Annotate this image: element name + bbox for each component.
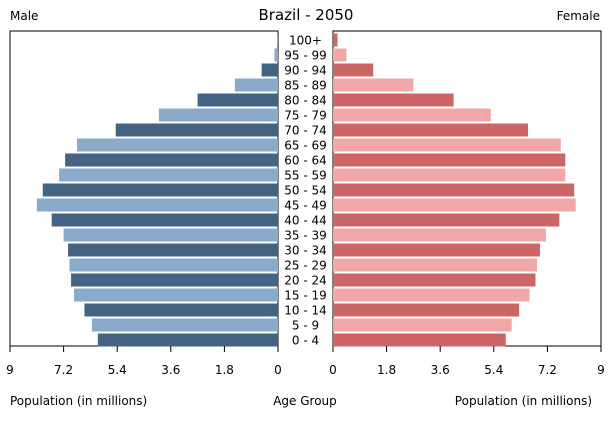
female-bar bbox=[333, 153, 566, 167]
female-x-tick-label: 9 bbox=[597, 363, 605, 377]
x-axis-label-male: Population (in millions) bbox=[10, 394, 147, 408]
female-bar bbox=[333, 138, 561, 152]
female-bar bbox=[333, 213, 560, 227]
male-x-tick-label: 0 bbox=[274, 363, 282, 377]
male-bar bbox=[274, 48, 278, 62]
female-bar bbox=[333, 63, 374, 77]
age-group-label: 95 - 99 bbox=[284, 49, 327, 63]
x-axes: 0 0 1.8 1.8 3.6 3.6 5.4 5.4 7.2 7.2 9 9 bbox=[6, 346, 605, 377]
age-group-label: 30 - 34 bbox=[284, 244, 327, 258]
male-bar bbox=[261, 63, 278, 77]
male-bar bbox=[97, 333, 278, 347]
chart-title: Brazil - 2050 bbox=[259, 6, 354, 24]
age-group-label: 20 - 24 bbox=[284, 274, 327, 288]
age-group-label: 70 - 74 bbox=[284, 124, 327, 138]
male-bar bbox=[115, 123, 278, 137]
male-bars bbox=[36, 33, 279, 347]
male-bar bbox=[42, 183, 278, 197]
female-bar bbox=[333, 93, 454, 107]
female-bar bbox=[333, 258, 537, 272]
age-group-label: 50 - 54 bbox=[284, 184, 327, 198]
male-x-tick-label: 7.2 bbox=[54, 363, 73, 377]
female-bar bbox=[333, 243, 540, 257]
male-x-tick-label: 5.4 bbox=[108, 363, 127, 377]
female-bar bbox=[333, 123, 529, 137]
female-bar bbox=[333, 288, 530, 302]
male-bar bbox=[69, 258, 278, 272]
female-bar bbox=[333, 333, 506, 347]
male-bar bbox=[77, 138, 278, 152]
male-x-tick-label: 1.8 bbox=[215, 363, 234, 377]
age-group-label: 40 - 44 bbox=[284, 214, 327, 228]
male-bar bbox=[234, 78, 278, 92]
age-group-label: 100+ bbox=[289, 34, 322, 48]
female-bars bbox=[333, 33, 576, 347]
age-group-label: 55 - 59 bbox=[284, 169, 327, 183]
age-group-label: 60 - 64 bbox=[284, 154, 327, 168]
female-bar bbox=[333, 78, 414, 92]
age-group-label: 0 - 4 bbox=[292, 334, 319, 348]
x-axis-label-female: Population (in millions) bbox=[455, 394, 592, 408]
male-bar bbox=[65, 153, 278, 167]
age-group-label: 15 - 19 bbox=[284, 289, 327, 303]
age-group-label: 85 - 89 bbox=[284, 79, 327, 93]
male-label: Male bbox=[10, 9, 38, 23]
male-bar bbox=[84, 303, 278, 317]
age-group-label: 45 - 49 bbox=[284, 199, 327, 213]
age-group-label: 80 - 84 bbox=[284, 94, 327, 108]
female-bar bbox=[333, 228, 546, 242]
age-group-label: 75 - 79 bbox=[284, 109, 327, 123]
male-x-tick-label: 3.6 bbox=[161, 363, 180, 377]
male-bar bbox=[91, 318, 278, 332]
male-bar bbox=[59, 168, 279, 182]
age-group-label: 90 - 94 bbox=[284, 64, 327, 78]
female-x-tick-label: 1.8 bbox=[377, 363, 396, 377]
female-x-tick-label: 3.6 bbox=[431, 363, 450, 377]
female-bar bbox=[333, 33, 338, 47]
age-group-label: 10 - 14 bbox=[284, 304, 327, 318]
female-label: Female bbox=[557, 9, 600, 23]
age-group-label: 35 - 39 bbox=[284, 229, 327, 243]
male-x-tick-label: 9 bbox=[6, 363, 14, 377]
female-bar bbox=[333, 183, 575, 197]
male-bar bbox=[197, 93, 278, 107]
male-bar bbox=[51, 213, 278, 227]
male-bar bbox=[71, 273, 279, 287]
female-bar bbox=[333, 48, 347, 62]
age-group-label: 65 - 69 bbox=[284, 139, 327, 153]
female-bar bbox=[333, 273, 536, 287]
female-bar bbox=[333, 168, 566, 182]
female-bar bbox=[333, 303, 520, 317]
x-axis-label-age-group: Age Group bbox=[273, 394, 337, 408]
age-group-label: 25 - 29 bbox=[284, 259, 327, 273]
female-bar bbox=[333, 198, 576, 212]
female-x-tick-label: 7.2 bbox=[538, 363, 557, 377]
male-bar bbox=[36, 198, 278, 212]
male-bar bbox=[277, 33, 278, 47]
male-bar bbox=[74, 288, 279, 302]
age-group-label: 5 - 9 bbox=[292, 319, 319, 333]
female-x-tick-label: 0 bbox=[329, 363, 337, 377]
female-bar bbox=[333, 108, 491, 122]
male-bar bbox=[63, 228, 278, 242]
female-bar bbox=[333, 318, 512, 332]
male-bar bbox=[158, 108, 278, 122]
male-bar bbox=[68, 243, 278, 257]
female-x-tick-label: 5.4 bbox=[484, 363, 503, 377]
